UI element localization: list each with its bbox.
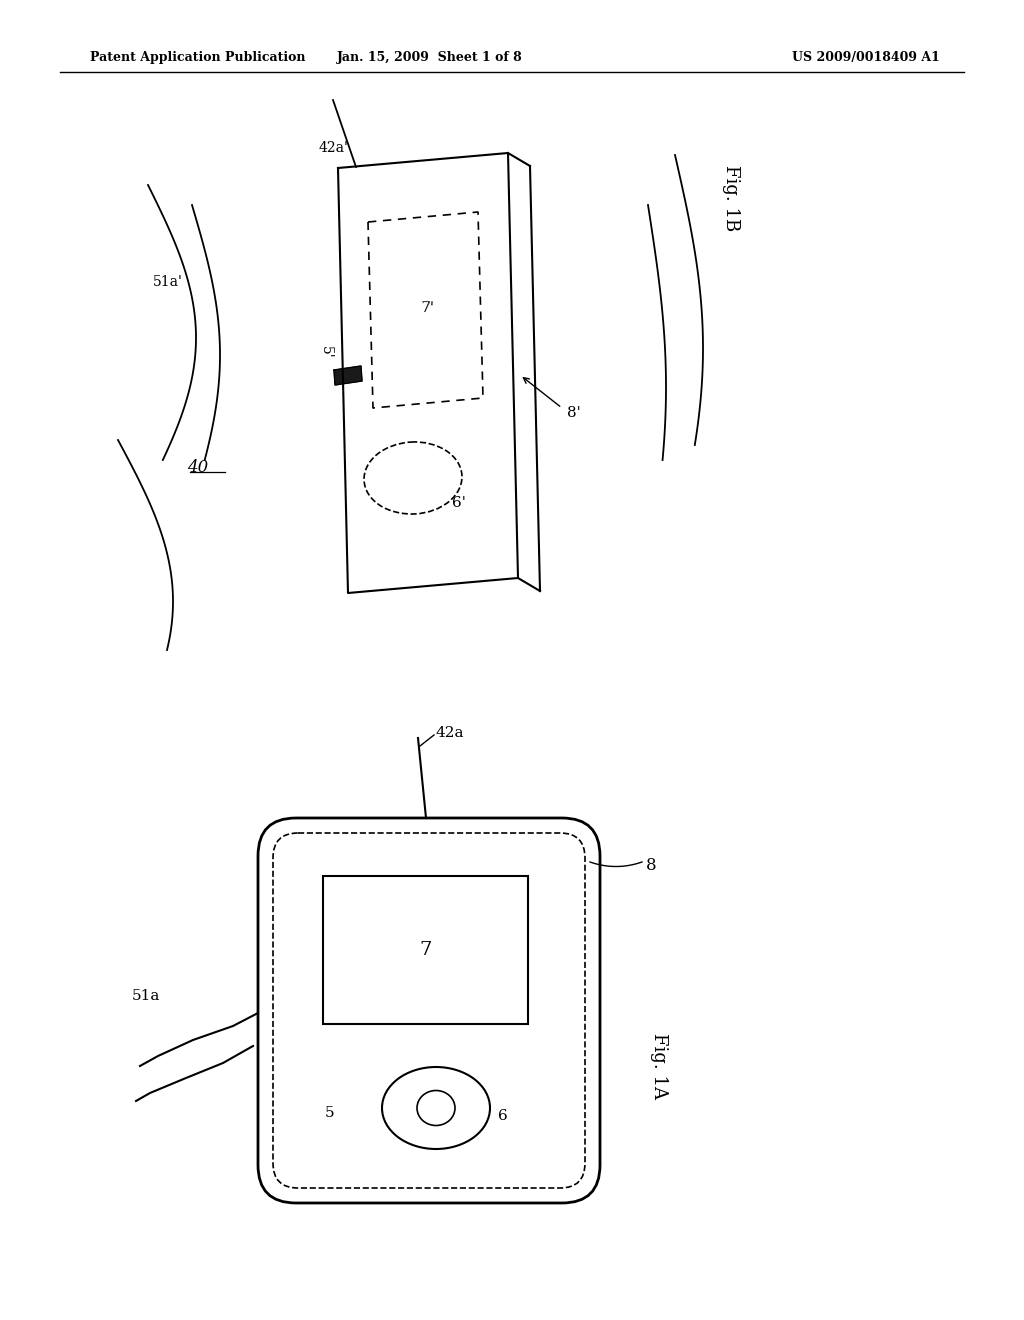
Text: 5': 5'	[319, 346, 333, 358]
Text: 51a: 51a	[132, 989, 160, 1003]
Polygon shape	[334, 366, 362, 385]
Text: 42a: 42a	[436, 726, 465, 741]
Text: Fig. 1A: Fig. 1A	[650, 1034, 668, 1100]
Text: 7: 7	[419, 941, 432, 960]
Text: Patent Application Publication: Patent Application Publication	[90, 51, 305, 65]
Text: 42a': 42a'	[318, 141, 348, 154]
Bar	[323, 876, 528, 1024]
Text: 51a': 51a'	[153, 275, 183, 289]
Text: 8': 8'	[567, 407, 581, 420]
Text: Fig. 1B: Fig. 1B	[722, 165, 740, 231]
Text: Jan. 15, 2009  Sheet 1 of 8: Jan. 15, 2009 Sheet 1 of 8	[337, 51, 523, 65]
Text: 8: 8	[646, 858, 656, 874]
Text: 6: 6	[498, 1109, 508, 1123]
Text: US 2009/0018409 A1: US 2009/0018409 A1	[793, 51, 940, 65]
Text: 7': 7'	[421, 301, 435, 315]
Text: 40: 40	[187, 459, 209, 477]
FancyBboxPatch shape	[258, 818, 600, 1203]
Text: 5: 5	[326, 1106, 335, 1119]
Text: 6': 6'	[452, 496, 466, 510]
